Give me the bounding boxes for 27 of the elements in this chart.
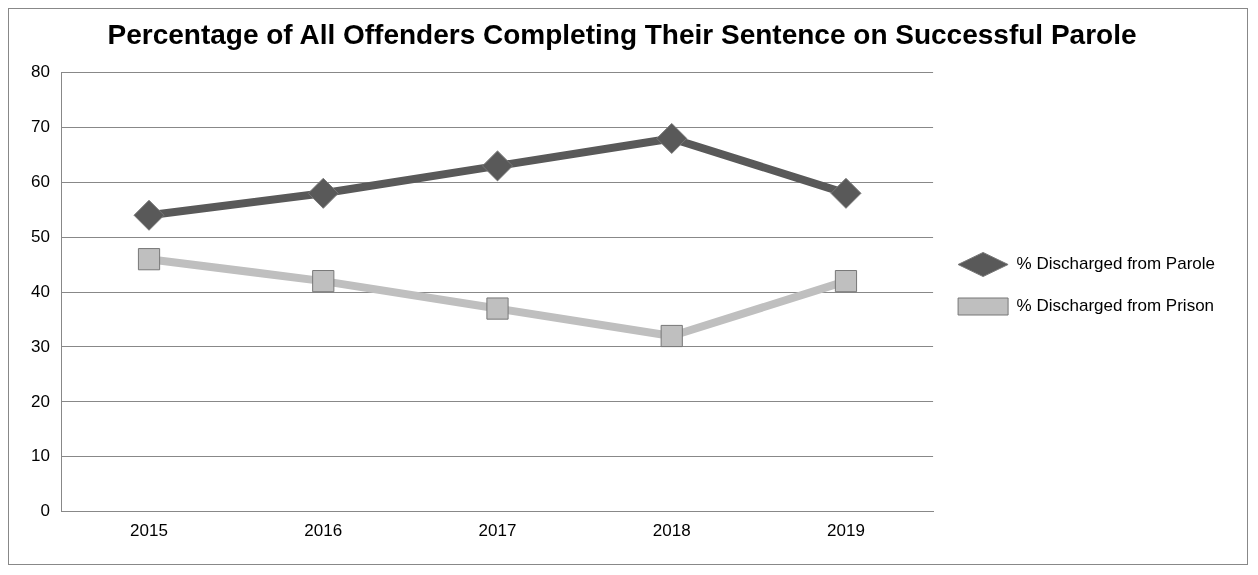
- point: [133, 199, 165, 231]
- point: [137, 248, 161, 271]
- point: [486, 297, 509, 320]
- x-tick-label: 2019: [827, 521, 865, 541]
- y-tick-label: 30: [30, 336, 50, 356]
- y-tick-label: 50: [30, 226, 50, 246]
- point: [830, 177, 862, 209]
- legend-label: % Discharged from Parole: [1016, 254, 1216, 274]
- x-tick-label: 2017: [478, 521, 517, 541]
- x-tick-label: 2018: [652, 521, 691, 541]
- x-tick-label: 2015: [130, 521, 168, 541]
- y-tick-label: 60: [30, 172, 50, 192]
- chart-title: Percentage of All Offenders Completing Their Sentence on Successful Parole: [107, 18, 1137, 50]
- point: [834, 270, 858, 293]
- point: [307, 177, 339, 209]
- legend-label: % Discharged from Prison: [1016, 296, 1215, 316]
- y-tick-label: 20: [30, 391, 50, 411]
- point: [656, 122, 688, 154]
- point: [482, 150, 513, 182]
- point: [312, 270, 335, 293]
- point: [660, 324, 683, 348]
- y-tick-label: 10: [30, 446, 50, 466]
- x-tick-label: 2016: [304, 521, 343, 541]
- y-tick-label: 40: [30, 281, 50, 301]
- y-tick-label: 70: [30, 117, 50, 137]
- y-tick-label: 0: [40, 501, 50, 521]
- y-tick-label: 80: [30, 62, 50, 82]
